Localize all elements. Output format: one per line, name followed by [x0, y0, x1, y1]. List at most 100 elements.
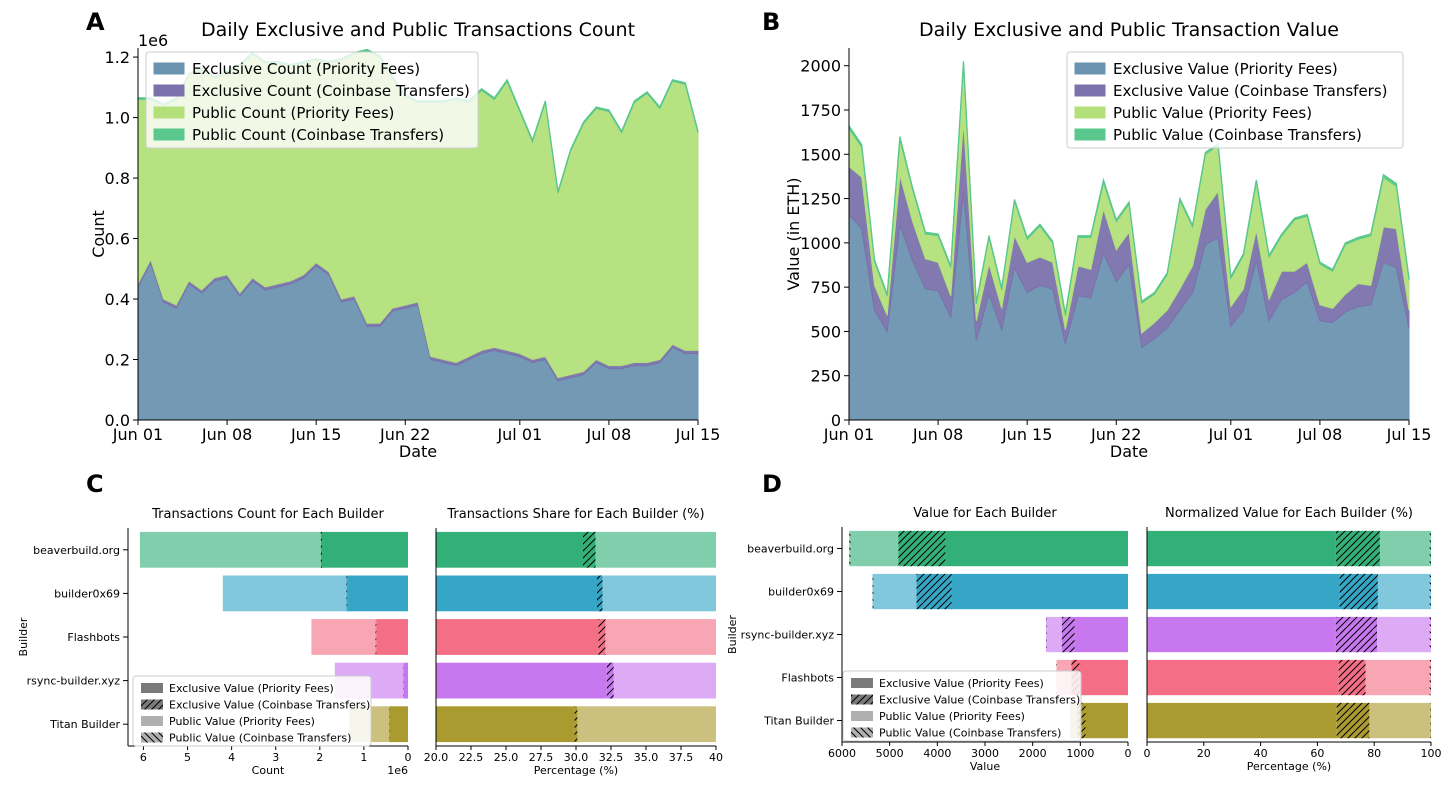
x-tick-label: 2000 [1019, 747, 1047, 760]
panel-label-b: B [762, 8, 780, 36]
y-tick-label: 250 [810, 367, 841, 386]
bar-titan-builder-public-value-priority-fees [1369, 702, 1431, 739]
y-tick-label: 1250 [800, 190, 841, 209]
y-tick-label: 0.8 [105, 169, 130, 188]
legend-label: Public Count (Priority Fees) [192, 104, 394, 122]
bar-hatch-flashbots-exclusive-value-coinbase-transfers [1338, 659, 1366, 696]
legend-label: Public Value (Coinbase Transfers) [879, 727, 1061, 740]
bar-hatch-rsync-builder-xyz-exclusive-value-coinbase-transfers [606, 662, 614, 699]
bar-hatch-flashbots-exclusive-value-coinbase-transfers [598, 619, 606, 655]
category-label: beaverbuild.org [747, 543, 834, 556]
legend-swatch [141, 716, 163, 726]
x-tick-label: Jun 08 [912, 425, 963, 444]
x-axis-label: Date [399, 442, 437, 461]
x-tick-label: 20.0 [424, 751, 449, 764]
x-tick-label: 40 [709, 751, 723, 764]
x-tick-label: 32.5 [599, 751, 624, 764]
x-tick-label: 6 [140, 751, 147, 764]
legend-swatch-hatch [851, 727, 873, 738]
y-tick-label: 500 [810, 322, 841, 341]
panel-label-d: D [762, 470, 782, 498]
bar-rsync-builder-xyz-exclusive-value-priority-fees [436, 662, 607, 699]
x-tick-label: 37.5 [669, 751, 694, 764]
y-tick-label: 0.4 [105, 290, 130, 309]
x-tick-label: Jul 15 [1386, 425, 1432, 444]
bar-beaverbuild-org-exclusive-value-priority-fees [436, 531, 583, 568]
bar-hatch-beaverbuild-org-public-value-coinbase-transfers [1429, 530, 1431, 567]
legend-label: Public Count (Coinbase Transfers) [192, 126, 444, 144]
bar-rsync-builder-xyz-exclusive-value-priority-fees [403, 662, 408, 699]
x-tick-label: Jun 15 [290, 425, 341, 444]
legend-label: Exclusive Count (Coinbase Transfers) [192, 82, 470, 100]
x-tick-label: 4000 [923, 747, 951, 760]
bar-hatch-flashbots-exclusive-value-coinbase-transfers [375, 619, 377, 655]
legend-label: Public Value (Coinbase Transfers) [169, 732, 351, 745]
panel-label-c: C [86, 470, 104, 498]
category-label: builder0x69 [54, 587, 120, 600]
y-axis-label: Builder [17, 617, 30, 656]
x-axis-label: Percentage (%) [534, 764, 618, 777]
legend-label: Exclusive Value (Coinbase Transfers) [1113, 82, 1388, 100]
bar-titan-builder-exclusive-value-priority-fees [436, 706, 575, 743]
chart-panel-d: beaverbuild.org builder0x69 rsync-builder.… [726, 506, 1442, 773]
y-tick-label: 0.0 [105, 411, 130, 430]
chart-title: Normalized Value for Each Builder (%) [1165, 506, 1413, 521]
x-tick-label: 0 [405, 751, 412, 764]
x-tick-label: Jun 22 [379, 425, 430, 444]
chart-panel-a: 0.0 0.2 0.4 0.6 0.8 1.0 1.2 Jun 01 Jun 08 Jun 15 J… [89, 19, 720, 461]
legend-label: Public Value (Priority Fees) [169, 715, 315, 728]
y-tick-label: 1750 [800, 101, 841, 120]
legend-label: Public Value (Coinbase Transfers) [1113, 126, 1362, 144]
bar-hatch-rsync-builder-xyz-exclusive-value-coinbase-transfers [1061, 616, 1075, 653]
bar-flashbots-public-value-priority-fees [311, 619, 376, 655]
bar-titan-builder-exclusive-value-priority-fees [389, 706, 408, 743]
x-tick-label: Jul 08 [586, 425, 632, 444]
bar-rsync-builder-xyz-exclusive-value-priority-fees [1074, 616, 1128, 653]
x-tick-label: 1000 [1066, 747, 1094, 760]
bar-hatch-builder0x69-public-value-coinbase-transfers [1429, 573, 1431, 610]
y-axis-label: Count [89, 210, 108, 258]
bar-beaverbuild-org-public-value-priority-fees [595, 531, 716, 568]
bar-flashbots-exclusive-value-priority-fees [1079, 659, 1128, 696]
x-tick-label: Jul 01 [1207, 425, 1253, 444]
x-tick-label: 4 [228, 751, 235, 764]
category-label: Titan Builder [763, 715, 834, 728]
bar-hatch-beaverbuild-org-exclusive-value-coinbase-transfers [898, 530, 946, 567]
bar-hatch-builder0x69-public-value-coinbase-transfers [872, 573, 874, 610]
category-label: rsync-builder.xyz [741, 629, 835, 642]
legend-swatch [153, 84, 185, 97]
bar-beaverbuild-org-public-value-priority-fees [1379, 530, 1430, 567]
bar-flashbots-public-value-priority-fees [605, 619, 716, 655]
x-tick-label: 1 [360, 751, 367, 764]
x-tick-label: Jun 15 [1001, 425, 1052, 444]
x-tick-label: 3 [272, 751, 279, 764]
x-tick-label: 0 [1125, 747, 1132, 760]
x-tick-label: 5 [184, 751, 191, 764]
x-axis-label: Date [1110, 442, 1148, 461]
x-axis-label: Count [252, 764, 285, 777]
bar-hatch-titan-builder-exclusive-value-coinbase-transfers [1336, 702, 1370, 739]
legend-label: Exclusive Value (Coinbase Transfers) [169, 699, 370, 712]
x-tick-label: 5000 [876, 747, 904, 760]
legend-box [1066, 51, 1404, 149]
category-label: beaverbuild.org [33, 544, 120, 557]
legend-box [145, 51, 479, 149]
bar-builder0x69-exclusive-value-priority-fees [436, 575, 597, 612]
y-scale-label: 1e6 [138, 31, 168, 50]
x-tick-label: Jun 01 [823, 425, 874, 444]
x-tick-label: 40 [1254, 747, 1268, 760]
bar-beaverbuild-org-exclusive-value-priority-fees [945, 530, 1128, 567]
chart-title: Daily Exclusive and Public Transaction V… [919, 19, 1339, 41]
bar-flashbots-public-value-priority-fees [1365, 659, 1430, 696]
bar-builder0x69-exclusive-value-priority-fees [951, 573, 1128, 610]
bar-hatch-beaverbuild-org-public-value-coinbase-transfers [849, 530, 851, 567]
panel-label-a: A [86, 8, 105, 36]
x-tick-label: 6000 [828, 747, 856, 760]
legend-swatch [141, 683, 163, 693]
legend-label: Exclusive Value (Coinbase Transfers) [879, 694, 1080, 707]
legend-label: Public Value (Priority Fees) [879, 710, 1025, 723]
x-tick-label: 25.0 [494, 751, 519, 764]
legend-swatch-hatch [141, 699, 163, 710]
bar-beaverbuild-org-public-value-priority-fees [850, 530, 899, 567]
bar-builder0x69-public-value-priority-fees [602, 575, 716, 612]
